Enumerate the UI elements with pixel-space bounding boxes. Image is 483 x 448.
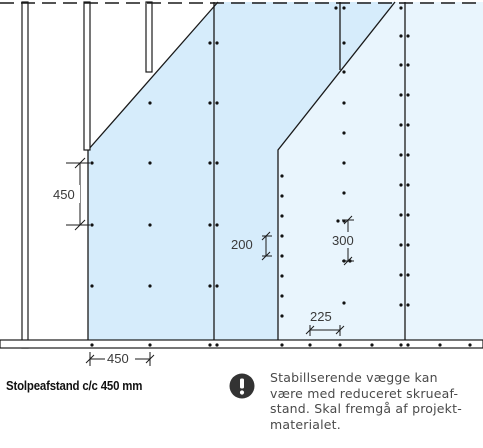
dimension-label-vertical-450: 450 xyxy=(53,187,75,202)
dimension-label-horizontal-450: 450 xyxy=(107,351,129,366)
note-line-3: stand. Skal fremgå af projekt- xyxy=(270,401,462,416)
stud-1 xyxy=(21,1,29,349)
stud-2 xyxy=(83,1,91,151)
dimension-label-225: 225 xyxy=(310,309,332,324)
bottom-plate xyxy=(0,339,483,349)
exclamation-circle-icon xyxy=(229,373,255,399)
stud-3 xyxy=(145,1,153,73)
gypsum-board-right xyxy=(278,2,483,348)
dimension-225 xyxy=(305,325,345,336)
stabilizing-walls-note: Stabillserende vægge kan være med reduce… xyxy=(270,370,476,432)
note-line-4: materialet. xyxy=(270,416,341,432)
stud-spacing-caption: Stolpeafstand c/c 450 mm xyxy=(6,378,143,393)
note-line-2: være med reduceret skrueaf- xyxy=(270,385,459,401)
board-right-edge xyxy=(277,1,396,348)
dimension-label-300: 300 xyxy=(332,233,354,248)
screw-pattern xyxy=(90,6,472,347)
dimension-label-200: 200 xyxy=(231,237,253,252)
note-line-1: Stabillserende vægge kan xyxy=(270,370,438,385)
wall-stabilization-diagram: 450 200 300 225 450 xyxy=(0,1,483,366)
dimension-300 xyxy=(342,215,354,266)
dimension-200 xyxy=(261,231,272,261)
